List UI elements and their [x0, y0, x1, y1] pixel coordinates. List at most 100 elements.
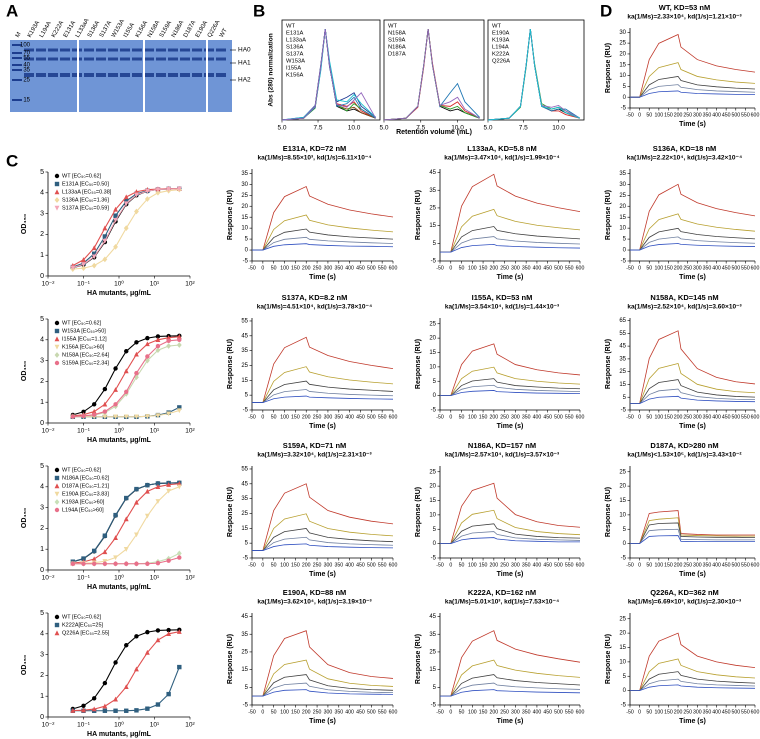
data-point — [81, 703, 86, 708]
series-line — [630, 658, 756, 692]
series-line — [630, 243, 756, 251]
legend-label: Q226A — [492, 59, 510, 65]
data-point — [123, 201, 129, 207]
y-axis-label: Response (RU) — [415, 190, 422, 240]
x-tick-label: 0 — [638, 265, 641, 271]
legend-label: WT [EC₅₀=0.62] — [62, 173, 102, 179]
y-tick-label: 15 — [241, 526, 248, 532]
y-tick-label: 25 — [619, 193, 626, 199]
legend-marker — [54, 320, 60, 326]
chart-subtitle: ka(1/Ms)=8.55×10³, kd(1/s)=6.11×10⁻⁴ — [258, 155, 372, 162]
y-tick-label: 25 — [241, 193, 248, 199]
x-axis-label: Time (s) — [309, 423, 336, 430]
data-point — [113, 366, 118, 371]
x-tick-label: 550 — [378, 562, 387, 568]
x-tick-label: 450 — [543, 414, 552, 420]
series-line — [440, 226, 581, 253]
y-tick-label: -5 — [243, 556, 249, 562]
data-point — [113, 206, 118, 212]
y-axis-label: Response (RU) — [227, 634, 234, 684]
x-tick-label: -50 — [626, 709, 634, 715]
data-point — [123, 194, 129, 200]
data-point — [166, 482, 172, 487]
data-point — [124, 349, 129, 354]
y-tick-label: 35 — [429, 632, 436, 638]
x-tick-label: 300 — [693, 562, 702, 568]
series-line — [630, 388, 756, 405]
y-tick-label: 10 — [619, 512, 626, 518]
y-axis-label: Response (RU) — [605, 634, 612, 684]
series-line — [440, 390, 581, 397]
x-tick-label: -50 — [626, 562, 634, 568]
x-tick-label: 550 — [741, 414, 750, 420]
x-tick-label: -50 — [626, 414, 634, 420]
legend-label: S159A [EC₅₀=2.34] — [62, 360, 109, 366]
x-tick-label: 10⁰ — [114, 427, 124, 435]
x-tick-label: 250 — [500, 709, 509, 715]
x-tick-label: 550 — [378, 709, 387, 715]
series-line — [440, 173, 581, 253]
data-point — [144, 488, 150, 494]
data-point — [102, 549, 108, 555]
data-point — [91, 561, 97, 566]
data-point — [70, 707, 76, 713]
x-tick-label: 0 — [261, 709, 264, 715]
marker-band — [12, 69, 22, 71]
data-point — [124, 561, 129, 566]
data-point — [166, 343, 172, 349]
x-tick-label: 0 — [261, 265, 264, 271]
series-line — [630, 75, 756, 98]
x-tick-label: 50 — [646, 562, 652, 568]
x-tick-label: 5.0 — [379, 125, 388, 132]
data-point — [155, 560, 161, 566]
x-tick-label: 350 — [522, 709, 531, 715]
protein-band — [180, 48, 190, 52]
x-tick-label: 50 — [459, 709, 465, 715]
x-tick-label: 250 — [313, 562, 322, 568]
y-tick-label: 10 — [619, 226, 626, 232]
data-point — [81, 409, 86, 414]
x-tick-label: 600 — [576, 709, 585, 715]
data-point — [123, 225, 129, 232]
legend-marker — [54, 328, 60, 334]
x-tick-label: 600 — [751, 709, 760, 715]
data-point — [123, 516, 129, 522]
plot-frame — [383, 19, 485, 121]
x-tick-label: 100 — [468, 562, 477, 568]
mw-label: 55 — [23, 56, 30, 62]
y-tick-label: 45 — [619, 344, 626, 350]
x-axis-label: Time (s) — [679, 718, 706, 725]
data-point — [91, 262, 97, 269]
data-point — [134, 634, 139, 639]
y-tick-label: 45 — [241, 333, 248, 339]
y-tick-label: 0 — [40, 420, 44, 427]
x-axis-label: HA mutants, μg/mL — [87, 437, 152, 444]
legend-marker — [54, 344, 60, 350]
marker-band — [12, 52, 22, 54]
series-line — [252, 536, 394, 551]
y-tick-label: 10 — [429, 364, 436, 370]
panel-label: C — [6, 151, 18, 170]
legend-label: L194A — [492, 45, 509, 51]
y-tick-label: 20 — [429, 484, 436, 490]
data-point — [113, 535, 118, 540]
data-point — [134, 340, 139, 345]
protein-band — [36, 48, 46, 52]
data-point — [113, 660, 118, 665]
x-tick-label: 200 — [490, 265, 499, 271]
x-tick-label: 10¹ — [150, 722, 160, 729]
x-tick-label: 250 — [683, 414, 692, 420]
y-tick-label: 4 — [40, 484, 44, 491]
legend-marker — [54, 197, 60, 203]
y-tick-label: 55 — [241, 467, 248, 473]
series-line — [252, 185, 394, 251]
x-tick-label: 150 — [291, 265, 300, 271]
x-tick-label: -50 — [248, 562, 256, 568]
data-point — [123, 547, 129, 552]
protein-band — [96, 57, 106, 61]
data-point — [176, 334, 182, 339]
x-tick-label: 50 — [459, 562, 465, 568]
y-tick-label: 55 — [619, 331, 626, 337]
y-tick-label: 30 — [619, 30, 626, 36]
legend-label: WT [EC₅₀=0.62] — [62, 614, 102, 620]
